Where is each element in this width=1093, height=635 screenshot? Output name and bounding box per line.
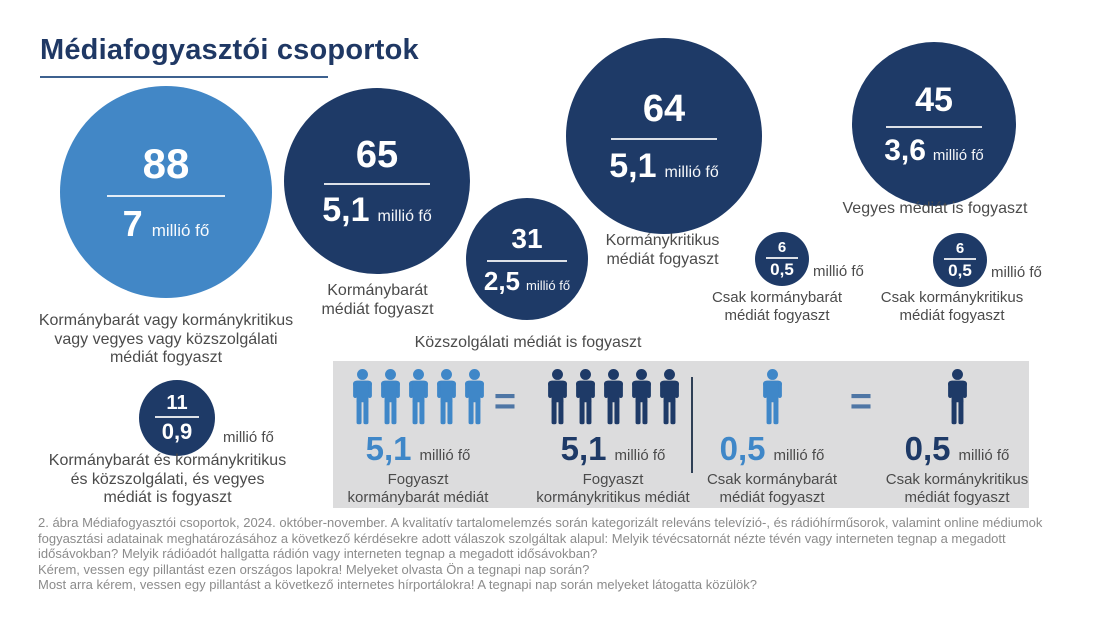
bubble-unit: millió fő [813,263,864,280]
bubble-unit: millió fő [151,220,210,240]
bubble-percent: 64 [642,87,686,130]
comparison-unit: millió fő [419,447,471,464]
bubble-percent: 45 [915,80,953,119]
comparison-label: Csak kormánybarát médiát fogyaszt [706,471,838,506]
bubble-public-service-label: Közszolgálati médiát is fogyaszt [414,334,642,351]
bubble-amount: 3,6 [884,133,926,167]
fraction-line [886,125,982,128]
bubble-unit: millió fő [526,277,571,293]
comparison-amount: 5,1 [365,430,412,467]
fraction-line [766,257,798,259]
person-icon [602,368,625,425]
bubble-quad: 11 0,9 [139,380,215,456]
bubble-quad-label: Kormánybarát és kormánykritikus és közsz… [48,452,287,507]
person-icon [407,368,430,425]
comparison-label: Csak kormánykritikus médiát fogyaszt [885,471,1029,506]
footnote-line: idősávokban? Melyik rádióadót hallgatta … [38,546,598,561]
footnote-line: fogyasztási adatainak meghatározásához a… [38,530,1006,546]
bubble-gov-critical: 64 5,1 millió fő [566,38,762,234]
comparison-unit: millió fő [773,447,825,464]
footnote-line: 2. ábra Médiafogyasztói csoportok, 2024.… [38,515,1043,530]
footnote-line: Most arra kérem, vessen egy pillantást a… [38,577,758,592]
person-icon [351,368,374,425]
bubble-only-gov-friendly-label: Csak kormánybarát médiát fogyaszt [711,289,843,324]
comparison-amount: 0,5 [904,430,951,467]
equals-icon: = [493,381,517,423]
person-icon [435,368,458,425]
footnote: 2. ábra Médiafogyasztói csoportok, 2024.… [38,515,1068,593]
person-icons-row [946,368,969,425]
bubble-percent: 65 [355,133,399,176]
bubble-mixed-label: Vegyes médiát is fogyaszt [842,200,1028,217]
person-icon [463,368,486,425]
comparison-group-gov-critical: 5,1 millió fő Fogyaszt kormánykritikus m… [527,368,699,506]
bubble-all-media: 88 7 millió fő [60,86,272,298]
bubble-unit: millió fő [991,264,1042,281]
fraction-line [944,258,976,260]
bubble-percent: 11 [166,392,188,414]
title-underline [40,76,328,78]
comparison-amount: 0,5 [719,430,766,467]
bubble-public-service: 31 2,5 millió fő [463,195,591,323]
bubble-amount: 7 [122,202,143,244]
comparison-unit: millió fő [614,447,666,464]
fraction-line [107,194,225,197]
bubble-percent: 6 [777,239,787,256]
comparison-group-gov-friendly: 5,1 millió fő Fogyaszt kormánybarát médi… [335,368,501,506]
bubble-gov-critical-label: Kormánykritikus médiát fogyaszt [605,232,720,268]
bubble-amount: 0,9 [161,419,193,444]
bubble-percent: 31 [511,222,543,254]
person-icons-row [351,368,486,425]
bubble-only-gov-critical-label: Csak kormánykritikus médiát fogyaszt [880,289,1024,324]
bubble-unit: millió fő [932,146,984,164]
person-icon [658,368,681,425]
bubble-all-media-label: Kormánybarát vagy kormánykritikus vagy v… [38,312,294,367]
comparison-panel: 5,1 millió fő Fogyaszt kormánybarát médi… [333,361,1029,508]
panel-divider [691,377,693,473]
person-icon [946,368,969,425]
fraction-line [324,182,430,185]
bubble-only-gov-friendly: 6 0,5 [755,232,809,286]
bubble-amount: 5,1 [322,190,370,229]
fraction-line [155,416,199,418]
bubble-unit: millió fő [377,207,432,225]
fraction-line [611,137,717,140]
equals-icon: = [849,381,873,423]
bubble-amount: 0,5 [770,260,794,279]
bubble-gov-friendly: 65 5,1 millió fő [284,88,470,274]
comparison-unit: millió fő [958,447,1010,464]
bubble-percent: 6 [955,240,965,257]
comparison-amount: 5,1 [560,430,607,467]
person-icon [574,368,597,425]
person-icon [630,368,653,425]
bubble-percent: 88 [142,139,190,187]
person-icons-row [546,368,681,425]
comparison-group-only-gov-critical: 0,5 millió fő Csak kormánykritikus médiá… [884,368,1030,506]
person-icon [761,368,784,425]
bubble-amount: 2,5 [483,265,521,296]
person-icons-row [761,368,784,425]
bubble-amount: 5,1 [609,146,657,185]
page-title: Médiafogyasztói csoportok [40,34,419,66]
person-icon [379,368,402,425]
bubble-mixed: 45 3,6 millió fő [852,42,1016,206]
bubble-gov-friendly-label: Kormánybarát médiát fogyaszt [321,282,434,318]
comparison-label: Fogyaszt kormánybarát médiát [347,471,489,506]
fraction-line [487,259,567,262]
comparison-label: Fogyaszt kormánykritikus médiát [536,471,690,506]
bubble-amount: 0,5 [948,261,972,280]
bubble-unit: millió fő [664,163,719,181]
footnote-line: Kérem, vessen egy pillantást ezen ország… [38,561,590,577]
bubble-only-gov-critical: 6 0,5 [933,233,987,287]
person-icon [546,368,569,425]
bubble-unit: millió fő [223,429,274,446]
comparison-group-only-gov-friendly: 0,5 millió fő Csak kormánybarát médiát f… [705,368,839,506]
